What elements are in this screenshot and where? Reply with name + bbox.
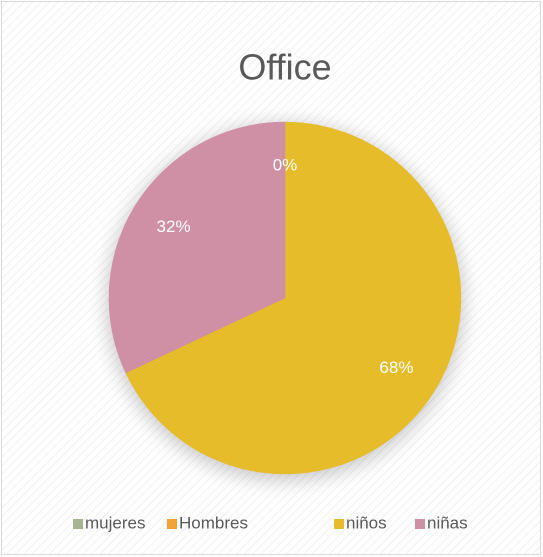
legend-label: niñas xyxy=(427,513,468,532)
data-label: 32% xyxy=(157,217,191,236)
chart-title: Office xyxy=(238,47,331,88)
legend-marker xyxy=(167,519,177,529)
legend-marker xyxy=(334,519,344,529)
legend-marker xyxy=(73,519,83,529)
legend-label: Hombres xyxy=(179,513,248,532)
pie-slice xyxy=(108,121,286,374)
legend-marker xyxy=(415,519,425,529)
legend-label: niños xyxy=(346,513,387,532)
legend-label: mujeres xyxy=(85,513,145,532)
data-label: 68% xyxy=(379,358,413,377)
pie-slice xyxy=(125,121,462,475)
data-label: 0% xyxy=(273,155,298,174)
